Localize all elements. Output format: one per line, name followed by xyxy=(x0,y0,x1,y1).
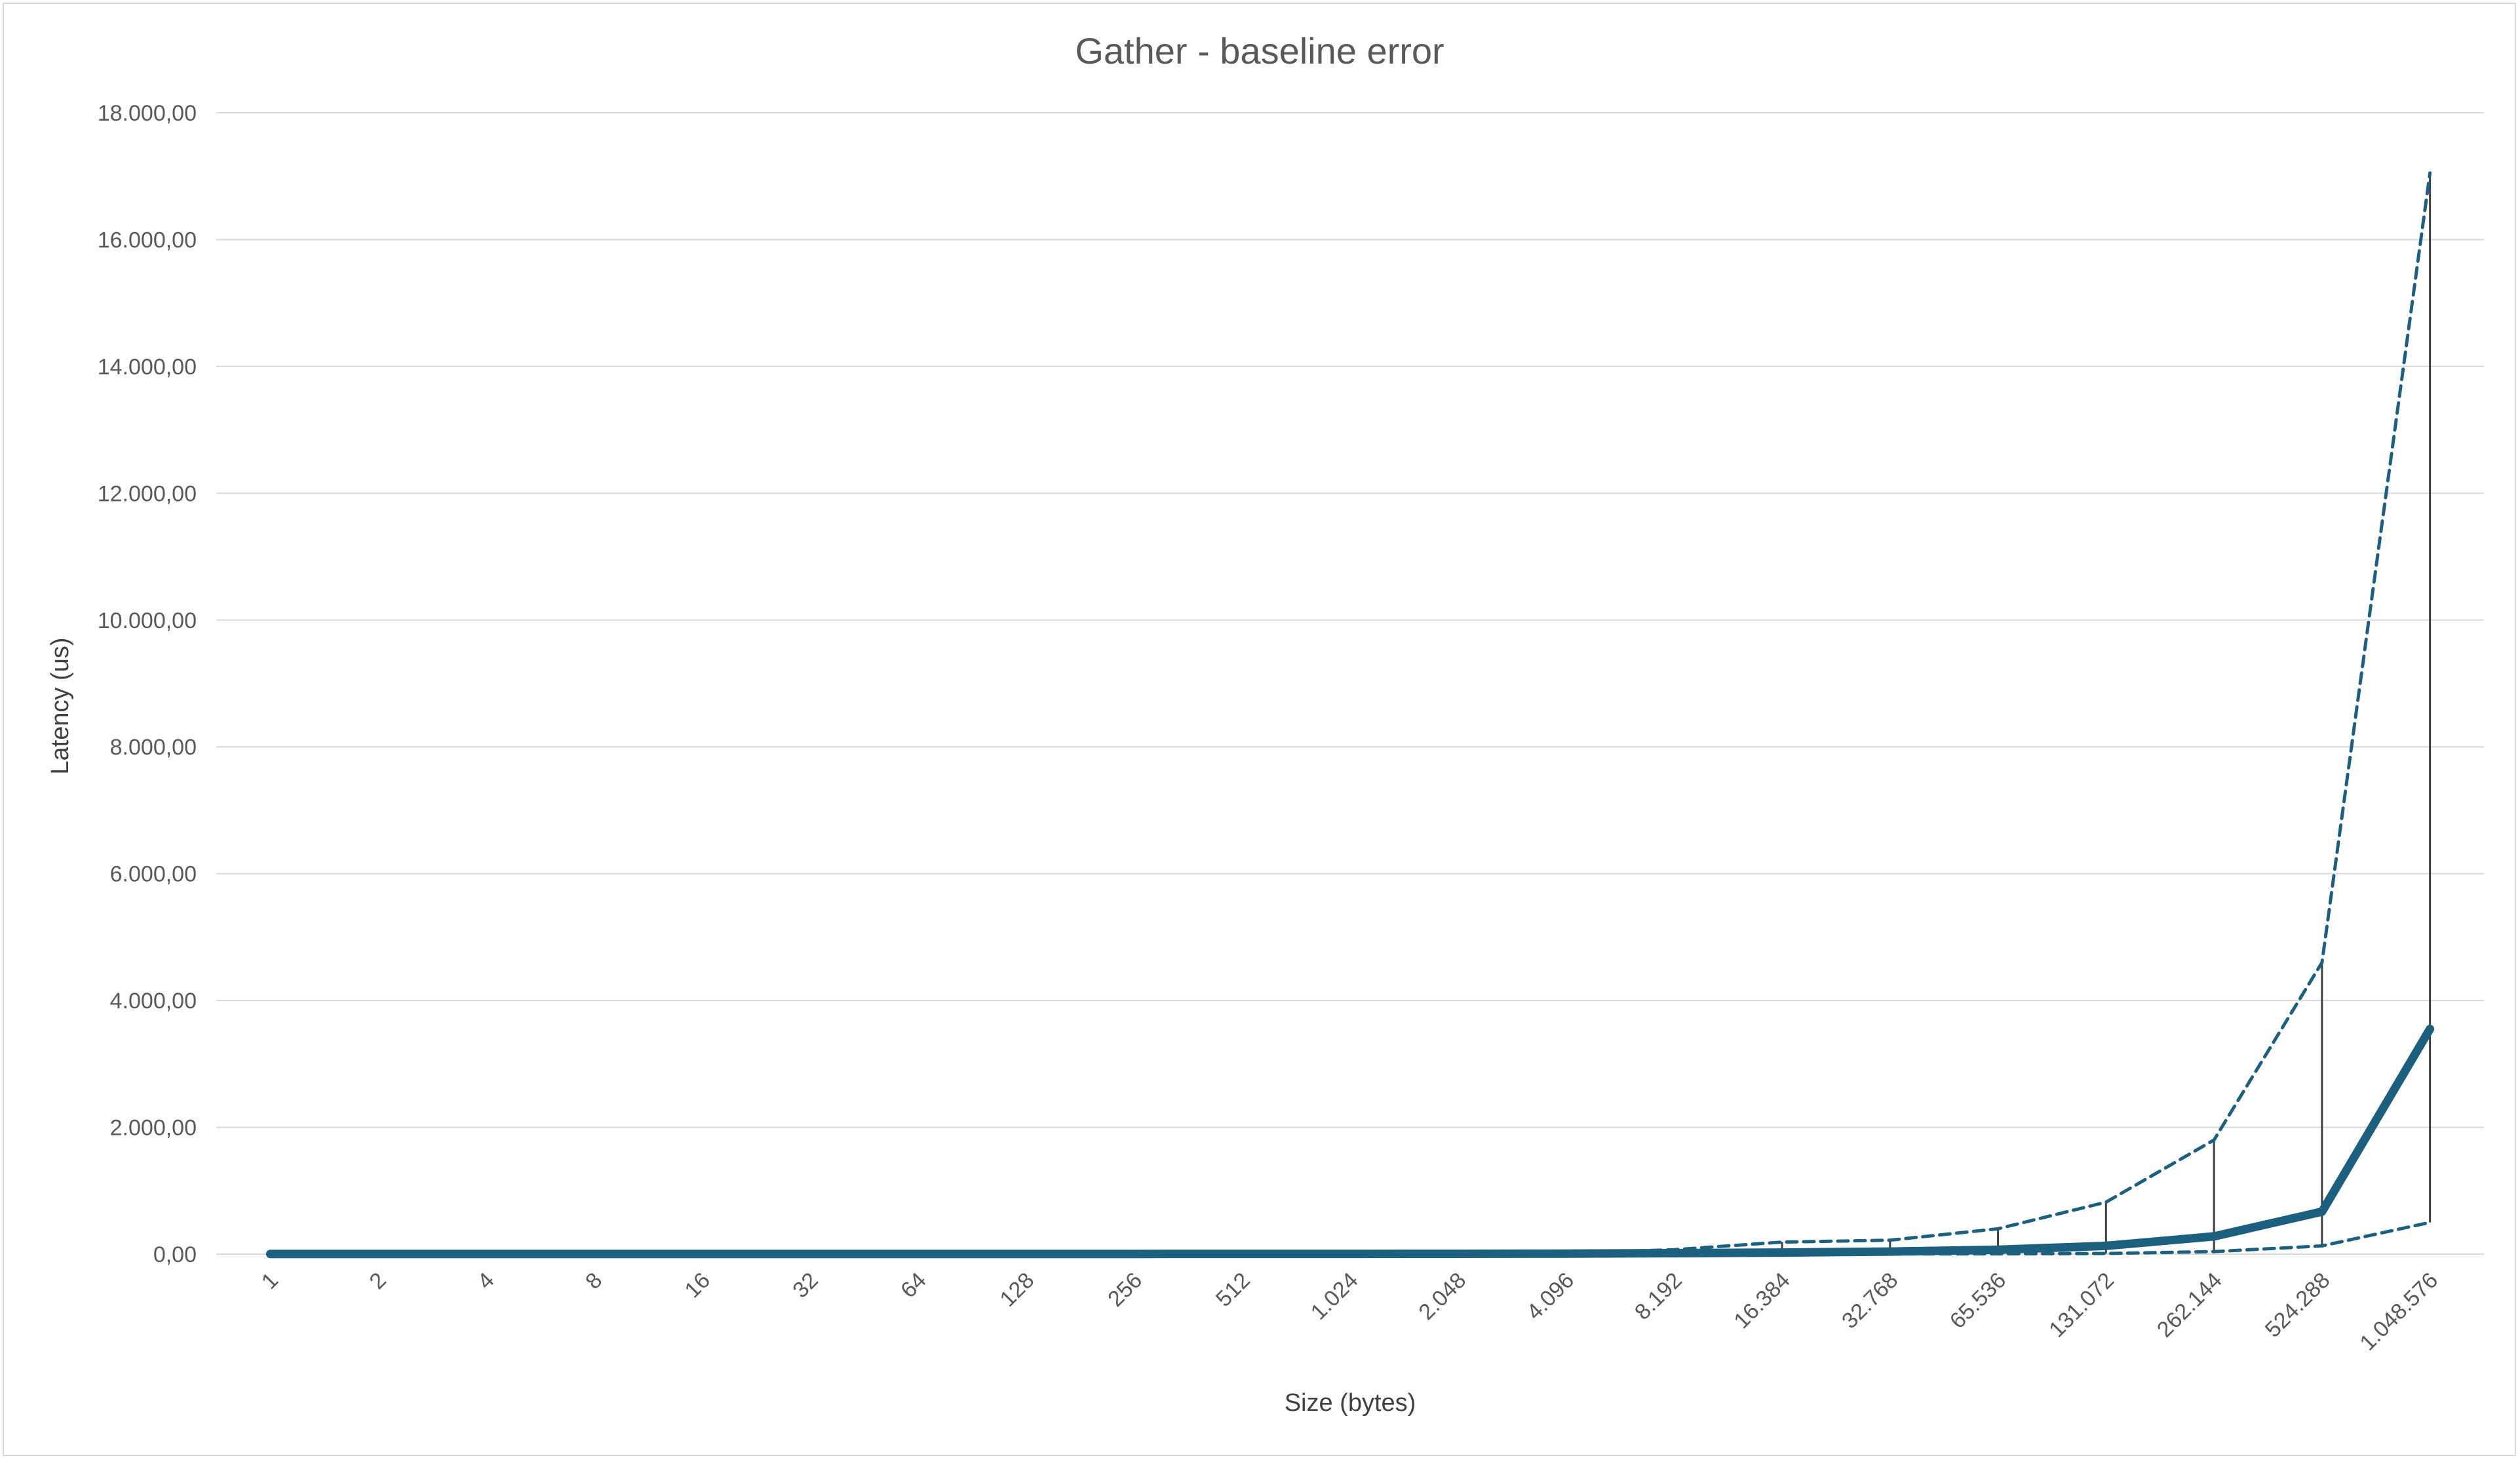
x-tick-label: 2 xyxy=(365,1268,391,1294)
x-tick-label: 512 xyxy=(1211,1268,1255,1312)
x-tick-label: 32 xyxy=(788,1268,823,1303)
series-lines xyxy=(265,171,2435,1259)
x-tick-label: 1.048.576 xyxy=(2355,1268,2443,1356)
x-axis-tick-labels: 1 2 4 8 16 32 64 128 256 512 1.024 2.048 4.096 8.192 1… xyxy=(257,1268,2443,1356)
series-line-upper xyxy=(268,171,2432,1256)
x-tick-label: 2.048 xyxy=(1414,1268,1471,1325)
error-bars xyxy=(1673,172,2432,1254)
x-tick-label: 1.024 xyxy=(1306,1268,1363,1325)
y-axis-tick-labels: 0,00 2.000,00 4.000,00 6.000,00 8.000,00 10.0… xyxy=(98,101,197,1267)
x-tick-label: 4.096 xyxy=(1522,1268,1579,1325)
y-tick-label: 4.000,00 xyxy=(110,989,197,1014)
x-tick-label: 8.192 xyxy=(1630,1268,1687,1325)
y-tick-label: 16.000,00 xyxy=(98,227,197,252)
y-tick-label: 8.000,00 xyxy=(110,735,197,760)
x-tick-label: 128 xyxy=(995,1268,1039,1312)
x-tick-label: 256 xyxy=(1103,1268,1147,1312)
y-tick-label: 0,00 xyxy=(153,1242,197,1267)
y-tick-label: 18.000,00 xyxy=(98,101,197,126)
x-tick-label: 131.072 xyxy=(2044,1268,2119,1343)
x-tick-label: 64 xyxy=(896,1268,931,1303)
x-tick-label: 1 xyxy=(257,1268,283,1294)
y-tick-label: 10.000,00 xyxy=(98,608,197,633)
y-tick-label: 6.000,00 xyxy=(110,862,197,887)
x-tick-label: 262.144 xyxy=(2152,1268,2227,1343)
y-tick-label: 2.000,00 xyxy=(110,1116,197,1141)
series-line-mean xyxy=(265,1025,2435,1259)
y-axis-label: Latency (us) xyxy=(47,637,74,774)
x-tick-label: 32.768 xyxy=(1837,1268,1903,1333)
x-axis-label: Size (bytes) xyxy=(1285,1389,1416,1417)
chart-title: Gather - baseline error xyxy=(1075,30,1444,71)
x-tick-label: 4 xyxy=(473,1268,499,1294)
chart-frame xyxy=(3,3,2516,1456)
x-tick-label: 16.384 xyxy=(1729,1268,1794,1333)
gridlines xyxy=(216,112,2484,1255)
x-tick-label: 524.288 xyxy=(2260,1268,2335,1343)
x-tick-label: 16 xyxy=(680,1268,715,1303)
x-tick-label: 65.536 xyxy=(1945,1268,2011,1333)
x-tick-label: 8 xyxy=(581,1268,607,1294)
y-tick-label: 12.000,00 xyxy=(98,481,197,506)
y-tick-label: 14.000,00 xyxy=(98,355,197,380)
